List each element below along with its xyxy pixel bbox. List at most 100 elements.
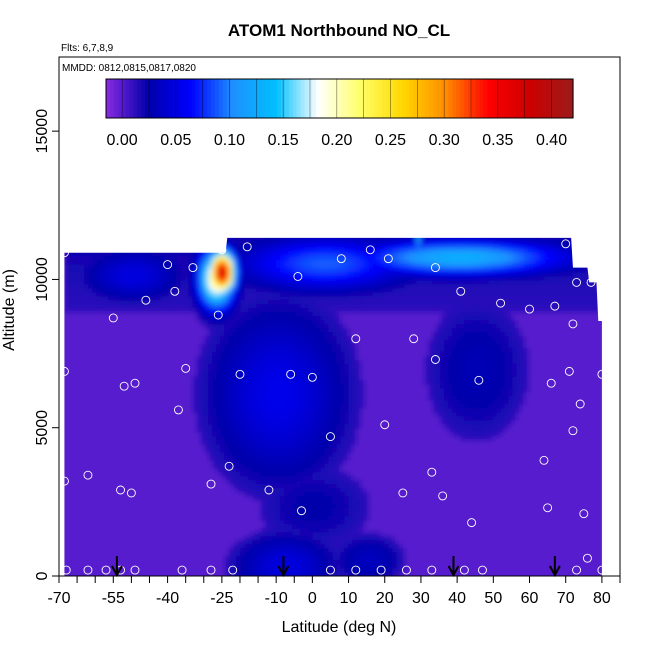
heatmap-cell (460, 276, 465, 281)
heatmap-cell (380, 284, 385, 289)
heatmap-cell (84, 237, 89, 241)
heatmap-cell (284, 228, 289, 233)
heatmap-cell (348, 256, 353, 261)
heatmap-cell (420, 272, 425, 277)
heatmap-cell (312, 412, 317, 417)
heatmap-cell (344, 512, 349, 517)
heatmap-cell (324, 392, 329, 397)
heatmap-cell (240, 296, 245, 301)
heatmap-cell (312, 572, 317, 576)
heatmap-cell (288, 528, 293, 533)
heatmap-cell (260, 240, 265, 245)
heatmap-cell (232, 364, 237, 369)
heatmap-cell (316, 352, 321, 357)
heatmap-cell (156, 256, 161, 261)
heatmap-cell (348, 396, 353, 401)
heatmap-cell (192, 228, 197, 233)
heatmap-cell (344, 244, 349, 249)
heatmap-cell (312, 356, 317, 361)
heatmap-cell (308, 296, 313, 301)
heatmap-cell (232, 224, 237, 229)
heatmap-cell (348, 388, 353, 393)
heatmap-cell (264, 376, 269, 381)
heatmap-cell (312, 448, 317, 453)
heatmap-cell (320, 476, 325, 481)
heatmap-cell (336, 552, 341, 557)
heatmap-cell (332, 248, 337, 253)
heatmap-cell (228, 368, 233, 373)
heatmap-cell (224, 228, 229, 233)
heatmap-cell (392, 304, 397, 309)
heatmap-cell (240, 256, 245, 261)
heatmap-cell (364, 532, 369, 537)
heatmap-cell (292, 464, 297, 469)
heatmap-cell (368, 264, 373, 269)
heatmap-cell (284, 352, 289, 357)
heatmap-cell (184, 284, 189, 289)
heatmap-cell (304, 244, 309, 249)
heatmap-cell (360, 260, 365, 265)
heatmap-cell (264, 288, 269, 293)
heatmap-cell (288, 488, 293, 493)
heatmap-cell (376, 540, 381, 545)
heatmap-cell (288, 296, 293, 301)
heatmap-cell (300, 388, 305, 393)
heatmap-cell (432, 300, 437, 305)
heatmap-cell (268, 356, 273, 361)
heatmap-cell (300, 396, 305, 401)
heatmap-cell (152, 248, 157, 253)
heatmap-cell (280, 520, 285, 525)
heatmap-cell (236, 388, 241, 393)
heatmap-cell (380, 256, 385, 261)
heatmap-cell (288, 412, 293, 417)
heatmap-cell (288, 352, 293, 357)
heatmap-cell (352, 532, 357, 537)
heatmap-cell (320, 356, 325, 361)
heatmap-cell (336, 556, 341, 561)
heatmap-cell (456, 396, 461, 401)
heatmap-cell (204, 396, 209, 401)
heatmap-cell (296, 228, 301, 233)
heatmap-cell (340, 352, 345, 357)
heatmap-cell (196, 360, 201, 365)
heatmap-cell (216, 320, 221, 325)
heatmap-cell (432, 304, 437, 309)
heatmap-cell (216, 396, 221, 401)
heatmap-cell (344, 476, 349, 481)
heatmap-cell (316, 536, 321, 541)
heatmap-cell (224, 364, 229, 369)
heatmap-cell (332, 428, 337, 433)
heatmap-cell (236, 352, 241, 357)
heatmap-cell (408, 237, 413, 241)
heatmap-cell (440, 400, 445, 405)
heatmap-cell (220, 336, 225, 341)
heatmap-cell (436, 237, 441, 241)
heatmap-cell (344, 456, 349, 461)
heatmap-cell (232, 548, 237, 553)
heatmap-cell (436, 400, 441, 405)
heatmap-cell (260, 492, 265, 497)
heatmap-cell (276, 288, 281, 293)
heatmap-cell (448, 360, 453, 365)
heatmap-cell (272, 496, 277, 501)
heatmap-cell (88, 260, 93, 265)
heatmap-cell (348, 408, 353, 413)
heatmap-cell (76, 240, 81, 245)
heatmap-cell (148, 292, 153, 297)
heatmap-cell (444, 244, 449, 249)
heatmap-cell (320, 228, 325, 233)
heatmap-cell (340, 388, 345, 393)
heatmap-cell (208, 280, 213, 285)
heatmap-cell (124, 268, 129, 273)
heatmap-cell (212, 328, 217, 333)
heatmap-cell (200, 348, 205, 353)
heatmap-cell (172, 244, 177, 249)
heatmap-cell (284, 360, 289, 365)
heatmap-cell (316, 568, 321, 573)
heatmap-cell (280, 232, 285, 237)
heatmap-cell (264, 356, 269, 361)
heatmap-cell (300, 480, 305, 485)
heatmap-cell (380, 268, 385, 273)
heatmap-cell (244, 492, 249, 497)
heatmap-cell (448, 408, 453, 413)
